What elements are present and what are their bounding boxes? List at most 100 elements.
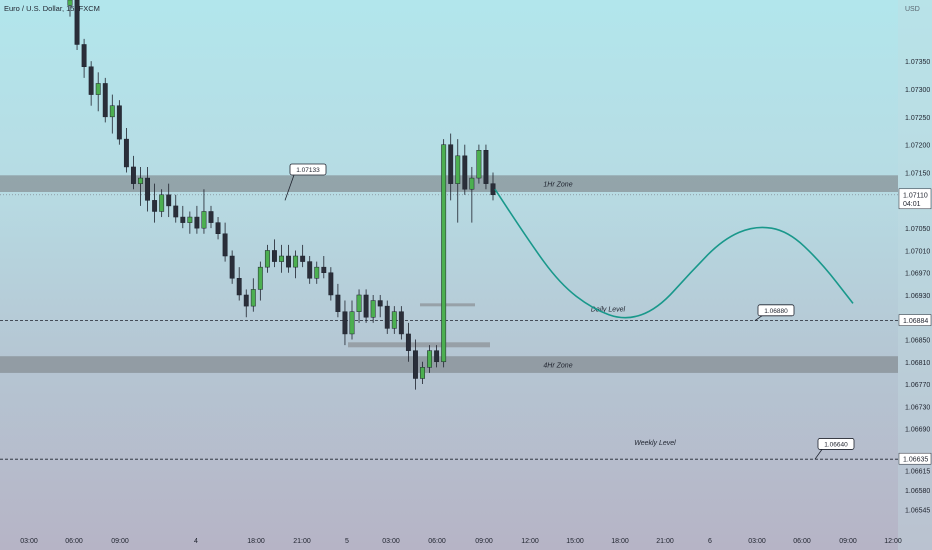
price-badge-2 (898, 452, 932, 465)
candle-body-11 (145, 177, 151, 201)
price-badge-text-2: 1.06635 (903, 457, 928, 464)
callout-pointer-0 (284, 174, 295, 201)
candle-body-9 (131, 166, 136, 184)
y-tick-label-8: 1.06930 (905, 293, 930, 300)
symbol-title: Euro / U.S. Dollar, 15, FXCM (4, 4, 100, 13)
x-tick-label-1: 06:00 (65, 538, 83, 545)
candle-body-0 (67, 0, 73, 6)
callout-text-2: 1.06640 (824, 441, 848, 448)
x-tick-label-8: 06:00 (428, 538, 446, 545)
y-tick-label-2: 1.07250 (905, 115, 930, 122)
candle-body-29 (272, 250, 277, 262)
y-tick-label-12: 1.06730 (905, 404, 930, 411)
candle-body-39 (342, 311, 348, 335)
candle-body-49 (413, 350, 418, 379)
price-badge-1 (898, 314, 932, 326)
candle-body-38 (335, 294, 341, 312)
candle-body-53 (441, 144, 447, 363)
candle-body-13 (159, 194, 165, 212)
candle-body-32 (293, 255, 299, 268)
candle-body-14 (166, 194, 172, 207)
candle-body-20 (208, 211, 214, 223)
y-tick-label-16: 1.06545 (905, 507, 930, 514)
y-tick-label-4: 1.07150 (905, 171, 930, 178)
y-tick-label-3: 1.07200 (905, 143, 930, 150)
zone-label-1: 4Hr Zone (543, 363, 572, 370)
candle-body-18 (194, 216, 200, 229)
x-tick-label-13: 21:00 (656, 538, 674, 545)
candle-body-10 (138, 177, 143, 184)
candle-body-46 (391, 311, 397, 329)
candle-body-24 (236, 278, 242, 296)
x-tick-label-7: 03:00 (382, 538, 400, 545)
candle-body-44 (377, 300, 383, 307)
zone-box-1 (0, 356, 898, 373)
candle-body-27 (257, 266, 263, 290)
range-box-upper (420, 303, 475, 307)
x-tick-label-3: 4 (194, 538, 198, 545)
candle-body-6 (109, 105, 115, 118)
x-tick-label-6: 5 (345, 538, 349, 545)
candle-body-31 (286, 255, 292, 268)
x-tick-label-17: 09:00 (839, 538, 857, 545)
candle-body-8 (123, 138, 129, 168)
y-tick-label-11: 1.06770 (905, 382, 930, 389)
level-label-1: Weekly Level (634, 440, 676, 447)
candle-body-60 (490, 183, 496, 196)
x-tick-label-10: 12:00 (521, 538, 539, 545)
candle-body-5 (102, 83, 108, 118)
price-badge-0 (898, 188, 932, 210)
y-tick-label-5: 1.07050 (905, 226, 930, 233)
candle-body-55 (455, 155, 461, 184)
zone-label-0: 1Hr Zone (543, 182, 572, 189)
candle-body-23 (229, 255, 235, 279)
callout-pointer-2 (814, 449, 823, 460)
range-box-lower (348, 342, 490, 348)
candle-body-1 (74, 0, 80, 45)
y-tick-label-14: 1.06615 (905, 468, 930, 475)
candle-body-40 (349, 311, 355, 335)
candle-body-17 (187, 216, 193, 223)
candle-body-41 (356, 294, 362, 312)
x-tick-label-18: 12:00 (884, 538, 902, 545)
x-tick-label-15: 03:00 (748, 538, 766, 545)
candle-body-42 (363, 294, 369, 318)
price-badge-sub-0: 04:01 (903, 201, 921, 208)
callout-box-0 (289, 163, 327, 176)
x-tick-label-12: 18:00 (611, 538, 629, 545)
candle-body-30 (279, 255, 284, 262)
level-label-0: Daily Level (591, 307, 626, 314)
candle-body-37 (328, 272, 334, 296)
price-badge-text-0: 1.07110 (903, 192, 928, 199)
candle-body-45 (384, 305, 390, 329)
candle-body-52 (434, 350, 440, 363)
candle-body-12 (152, 200, 158, 212)
candle-body-4 (95, 83, 101, 95)
x-tick-label-11: 15:00 (566, 538, 584, 545)
candle-body-35 (314, 266, 320, 279)
candle-body-56 (462, 155, 468, 190)
candle-body-58 (476, 150, 482, 179)
x-tick-label-4: 18:00 (247, 538, 265, 545)
candle-body-34 (307, 261, 313, 279)
callout-text-1: 1.06880 (764, 308, 788, 315)
candle-body-51 (427, 350, 433, 368)
candle-body-15 (173, 205, 179, 218)
candle-body-26 (250, 289, 256, 307)
x-tick-label-2: 09:00 (111, 538, 129, 545)
candle-body-43 (370, 300, 376, 318)
candle-body-59 (483, 150, 489, 184)
price-badge-text-1: 1.06884 (903, 318, 928, 325)
x-tick-label-5: 21:00 (293, 538, 311, 545)
candle-body-21 (215, 222, 221, 235)
x-tick-label-9: 09:00 (475, 538, 493, 545)
candle-body-33 (300, 255, 306, 262)
y-tick-label-9: 1.06850 (905, 338, 930, 345)
candle-body-25 (243, 294, 249, 307)
x-tick-label-16: 06:00 (793, 538, 811, 545)
candle-body-28 (264, 250, 270, 268)
candle-body-22 (222, 233, 228, 257)
candle-body-19 (201, 211, 207, 229)
currency-label: USD (905, 6, 920, 13)
